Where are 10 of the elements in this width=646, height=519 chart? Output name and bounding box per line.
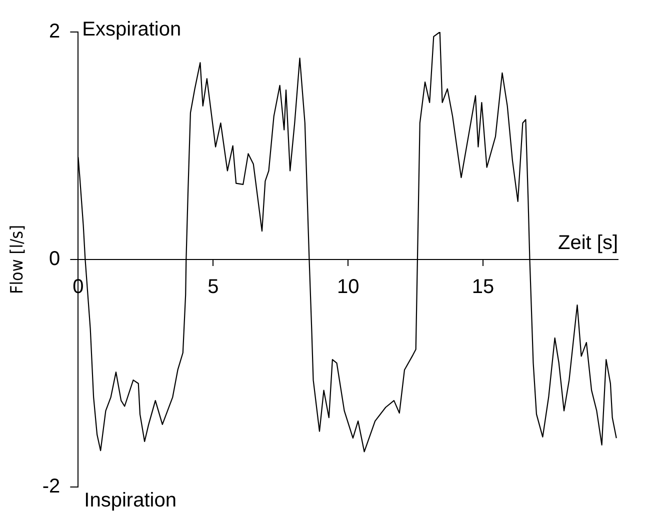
text: Inspiration (84, 490, 176, 512)
x-axis-title: Zeit [s] (558, 232, 618, 254)
y-tick-label: -2 (42, 476, 60, 498)
x-tick-label: 15 (472, 276, 494, 298)
x-tick-label: 10 (336, 276, 360, 298)
y-tick-label: 0 (49, 248, 60, 270)
y-tick-label: 2 (49, 20, 60, 43)
x-tick-label: 5 (208, 276, 219, 298)
annotation: Exspiration (82, 18, 182, 41)
y-axis-title: Flow [l/s] (8, 224, 28, 294)
